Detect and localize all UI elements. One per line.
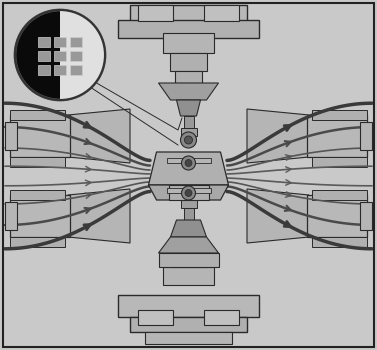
Bar [145,332,232,344]
Bar [118,20,259,38]
Bar [184,208,193,220]
Bar [204,5,239,21]
Bar [38,51,50,61]
Bar [175,237,202,249]
Bar [360,122,372,150]
Polygon shape [68,109,130,163]
Polygon shape [170,220,207,237]
Circle shape [185,160,192,167]
Bar [10,195,70,237]
Polygon shape [247,109,309,163]
Polygon shape [158,237,219,253]
Bar [5,122,17,150]
Bar [138,310,173,325]
Bar [312,190,367,200]
Bar [70,51,82,61]
Circle shape [185,189,192,196]
Bar [181,128,196,136]
Bar [167,158,210,163]
Bar [54,37,66,47]
Bar [204,310,239,325]
Bar [10,157,65,167]
Bar [163,33,214,53]
Bar [312,110,367,120]
Circle shape [181,186,196,200]
Bar [5,202,17,230]
Polygon shape [68,189,130,243]
Bar [38,37,50,47]
Bar [54,51,66,61]
Bar [138,5,173,21]
Bar [10,110,65,120]
Bar [70,65,82,75]
Circle shape [181,132,196,148]
Circle shape [181,156,196,170]
Polygon shape [158,83,219,100]
Bar [170,249,207,267]
Bar [170,53,207,71]
Circle shape [184,136,193,144]
Polygon shape [60,10,105,100]
Bar [130,317,247,332]
Bar [175,71,202,83]
Bar [38,65,50,75]
Polygon shape [149,185,228,200]
Bar [130,5,247,33]
Bar [184,116,193,128]
Bar [10,237,65,247]
Bar [312,237,367,247]
Bar [307,115,367,157]
Bar [70,37,82,47]
Bar [169,185,208,200]
Bar [158,253,219,267]
Bar [181,200,196,208]
Polygon shape [149,152,228,185]
Bar [312,157,367,167]
Polygon shape [247,189,309,243]
Bar [10,190,65,200]
Bar [360,202,372,230]
Bar [118,295,259,317]
Bar [54,65,66,75]
Polygon shape [176,100,201,116]
Bar [10,115,70,157]
Bar [163,267,214,285]
Bar [307,195,367,237]
Circle shape [15,10,105,100]
Bar [167,188,210,193]
